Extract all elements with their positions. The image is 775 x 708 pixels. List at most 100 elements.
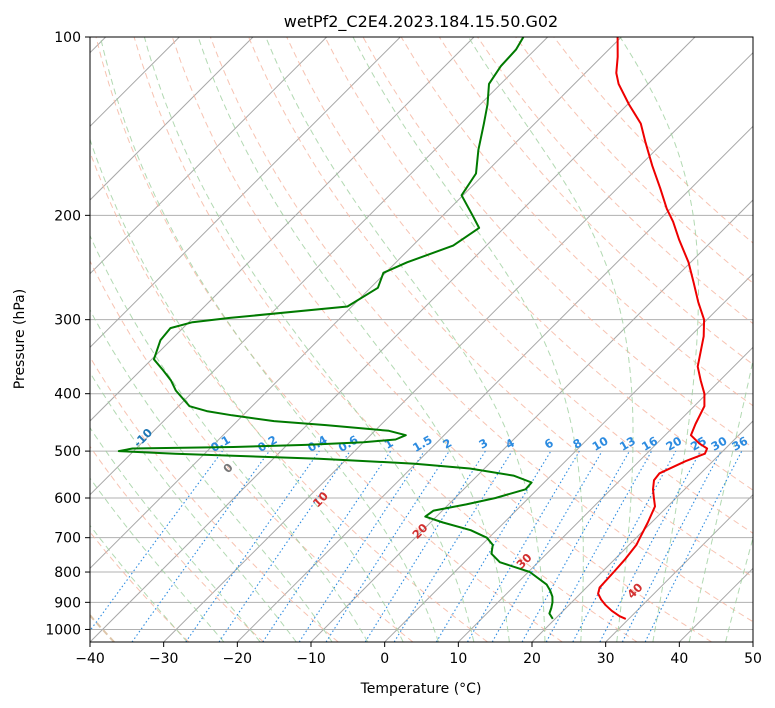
dry-adiabat-line (90, 356, 339, 642)
mixing-ratio-line (131, 450, 270, 642)
x-axis-ticks: −40 −30 −20 −10 0 10 20 30 40 50 (75, 642, 762, 667)
moist-adiabat-line (90, 524, 188, 642)
moist-adiabat-line (352, 37, 584, 642)
pressure-gridlines (90, 37, 753, 630)
dry-adiabat-line (209, 37, 753, 623)
isotherm-line (605, 493, 753, 642)
moist-adiabat-line (197, 37, 510, 642)
isotherm-line (531, 420, 753, 642)
mixing-ratio-line (521, 450, 630, 642)
dry-adiabat-line (90, 259, 414, 642)
dry-adiabat-line (90, 150, 488, 642)
isotherm-line (90, 37, 549, 496)
isotherm-line (384, 272, 753, 642)
moist-adiabat-line (90, 477, 225, 642)
isotherm-line (90, 37, 622, 570)
y-tick-label: 100 (54, 30, 81, 46)
mixing-ratio-line (435, 450, 552, 642)
mixing-ratio-label: 6 (542, 436, 556, 452)
mixing-ratio-label: 36 (729, 434, 750, 454)
dry-adiabat-line (515, 37, 753, 284)
dewpoint-profile-line (117, 37, 554, 620)
moist-adiabat-line (688, 358, 753, 642)
x-tick-label: −40 (75, 651, 105, 667)
y-tick-label: 300 (54, 313, 81, 329)
mixing-ratio-lines (90, 450, 743, 642)
mixing-ratio-line (325, 450, 450, 642)
mixing-ratio-label: 30 (709, 434, 730, 454)
isotherm-line (90, 37, 328, 275)
x-axis-label: Temperature (°C) (360, 681, 482, 697)
y-tick-label: 600 (54, 491, 81, 507)
dry-adiabat-line (248, 37, 753, 578)
mixing-ratio-line (218, 450, 351, 642)
moist-adiabat-line (90, 426, 261, 642)
plot-frame (89, 36, 754, 643)
y-tick-label: 400 (54, 387, 81, 403)
dry-adiabat-label: -10 (131, 425, 156, 450)
x-tick-label: −10 (296, 651, 326, 667)
mixing-ratio-label: 20 (663, 434, 684, 454)
mixing-ratio-line (644, 450, 743, 642)
isotherm-line (752, 641, 753, 642)
chart-title: wetPf2_C2E4.2023.184.15.50.G02 (284, 12, 558, 32)
y-tick-label: 500 (54, 444, 81, 460)
x-tick-label: −20 (223, 651, 253, 667)
mixing-ratio-label: 13 (617, 434, 638, 454)
x-tick-label: 30 (597, 651, 615, 667)
reference-line-labels: -100-90-80-70-60-50-40-30-20-10010203040… (131, 425, 751, 601)
isotherm-line (163, 51, 753, 642)
x-tick-label: 50 (744, 651, 762, 667)
moist-adiabat-line (619, 37, 699, 642)
dry-adiabat-line (553, 37, 753, 244)
mixing-ratio-line (545, 450, 653, 642)
moist-adiabat-line (90, 234, 369, 642)
mixing-ratio-line (393, 450, 513, 642)
dry-adiabat-lines (90, 37, 753, 642)
moist-adiabat-line (265, 37, 546, 642)
mixing-ratio-label: 2 (440, 436, 454, 452)
mixing-ratio-label: 8 (570, 436, 584, 452)
moist-adiabat-lines (90, 37, 753, 642)
mixing-ratio-line (90, 450, 223, 632)
mixing-ratio-line (185, 450, 320, 642)
mixing-ratio-label: 16 (639, 434, 660, 454)
y-tick-label: 200 (54, 208, 81, 224)
dry-adiabat-label: 40 (624, 580, 645, 601)
dry-adiabat-line (171, 37, 712, 642)
mixing-ratio-line (298, 450, 425, 642)
y-tick-label: 800 (54, 565, 81, 581)
y-tick-label: 900 (54, 595, 81, 611)
moist-adiabat-line (99, 37, 439, 642)
isotherm-line (457, 346, 753, 642)
moist-adiabat-line (725, 536, 753, 642)
isotherm-line (310, 199, 753, 642)
moist-adiabat-line (90, 308, 333, 642)
mixing-ratio-line (364, 450, 486, 642)
isotherm-line (90, 37, 254, 201)
moist-adiabat-line (143, 37, 475, 642)
moist-adiabat-line (90, 137, 404, 642)
y-axis-ticks: 100 200 300 400 500 600 700 800 900 1000 (45, 30, 90, 638)
dry-adiabat-line (133, 37, 638, 642)
y-tick-label: 1000 (45, 622, 81, 638)
dry-adiabat-line (324, 37, 753, 491)
isotherm-line (678, 567, 753, 642)
sounding-profiles (117, 37, 709, 620)
mixing-ratio-label: 10 (590, 434, 611, 454)
x-tick-label: 10 (449, 651, 467, 667)
dry-adiabat-line (286, 37, 753, 534)
temperature-profile-line (597, 37, 709, 620)
isotherm-lines (90, 37, 753, 642)
dry-adiabat-line (95, 37, 563, 642)
moist-adiabat-line (467, 37, 634, 642)
x-tick-label: 20 (523, 651, 541, 667)
isotherm-line (90, 37, 696, 642)
x-tick-label: −30 (149, 651, 179, 667)
x-tick-label: 40 (670, 651, 688, 667)
isotherm-line (236, 125, 753, 642)
x-tick-label: 0 (380, 651, 389, 667)
mixing-ratio-line (262, 450, 392, 642)
dry-adiabat-line (90, 445, 264, 642)
